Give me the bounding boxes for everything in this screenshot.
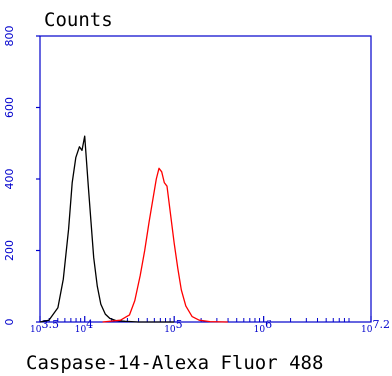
x-axis-title: Caspase-14-Alexa Fluor 488	[26, 352, 323, 374]
x-axis: 103.5 104 105 106 107.2	[30, 316, 390, 335]
x-tick-label: 105	[164, 318, 182, 335]
y-axis: 0 200 400 600 800	[3, 26, 40, 326]
y-tick-label: 0	[3, 319, 16, 326]
x-tick-label: 104	[75, 318, 93, 335]
plot-series	[39, 135, 228, 323]
y-tick-label: 200	[3, 240, 16, 261]
y-tick-label: 600	[3, 97, 16, 118]
y-tick-label: 800	[3, 26, 16, 47]
plot-frame	[39, 35, 372, 323]
x-tick-label: 106	[254, 318, 272, 335]
y-tick-label: 400	[3, 169, 16, 190]
series-1-line	[39, 135, 175, 323]
x-tick-label: 107.2	[361, 318, 390, 335]
series-2-line	[102, 167, 228, 323]
y-axis-title: Counts	[44, 9, 113, 31]
